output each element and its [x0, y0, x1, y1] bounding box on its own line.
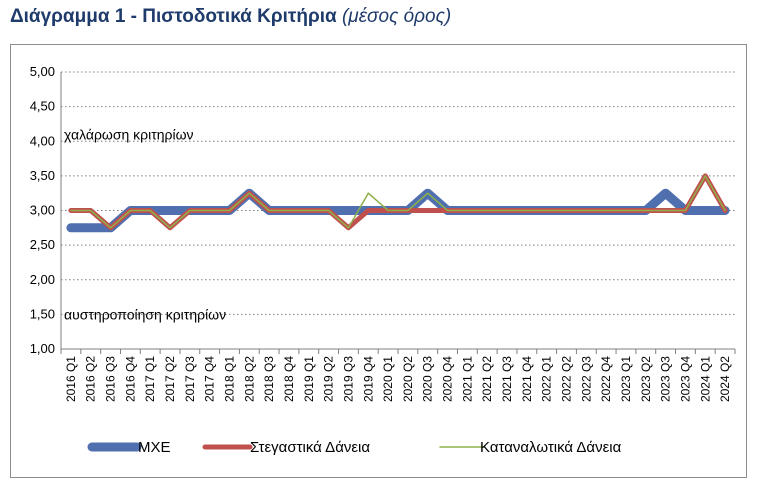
y-tick-label: 2,50	[30, 237, 55, 252]
x-tick-label: 2018 Q4	[282, 356, 296, 402]
x-tick-label: 2021 Q2	[480, 356, 494, 402]
x-tick-label: 2020 Q2	[401, 356, 415, 402]
y-tick-label: 1,00	[30, 341, 55, 356]
chart-title-sub: (μέσος όρος)	[341, 6, 452, 27]
y-tick-label: 4,50	[30, 99, 55, 114]
series-line-1	[68, 173, 728, 231]
x-tick-label: 2016 Q4	[123, 356, 137, 402]
x-tick-label: 2016 Q3	[104, 356, 118, 402]
x-tick-label: 2016 Q2	[84, 356, 98, 402]
x-tick-label: 2023 Q3	[659, 356, 673, 402]
x-tick-label: 2020 Q3	[421, 356, 435, 402]
x-tick-label: 2019 Q4	[361, 356, 375, 402]
x-tick-label: 2018 Q1	[223, 356, 237, 402]
x-tick-label: 2019 Q1	[302, 356, 316, 402]
x-tick-label: 2018 Q3	[262, 356, 276, 402]
legend-label-1: Στεγαστικά Δάνεια	[250, 439, 370, 456]
chart-title-main: Διάγραμμα 1 - Πιστοδοτικά Κριτήρια	[10, 6, 337, 27]
x-tick-label: 2019 Q3	[341, 356, 355, 402]
x-tick-label: 2017 Q3	[183, 356, 197, 402]
y-tick-label: 4,00	[30, 133, 55, 148]
x-tick-label: 2016 Q1	[64, 356, 78, 402]
annotation-label: χαλάρωση κριτηρίων	[64, 126, 194, 142]
x-tick-label: 2022 Q3	[579, 356, 593, 402]
x-axis-ticks: 2016 Q1 2016 Q2 2016 Q3 2016 Q4 2017 Q1 2017 …	[60, 349, 736, 402]
x-tick-label: 2021 Q4	[520, 356, 534, 402]
x-tick-label: 2021 Q1	[460, 356, 474, 402]
x-tick-label: 2021 Q3	[500, 356, 514, 402]
x-tick-label: 2022 Q2	[560, 356, 574, 402]
x-tick-label: 2017 Q2	[163, 356, 177, 402]
y-tick-label: 3,50	[30, 168, 55, 183]
x-tick-label: 2020 Q1	[381, 356, 395, 402]
x-tick-label: 2020 Q4	[441, 356, 455, 402]
y-tick-label: 5,00	[30, 64, 55, 79]
x-tick-label: 2023 Q1	[619, 356, 633, 402]
y-tick-label: 1,50	[30, 306, 55, 321]
x-tick-label: 2019 Q2	[322, 356, 336, 402]
chart-frame	[10, 44, 747, 478]
y-tick-label: 3,00	[30, 203, 55, 218]
series-line-2	[70, 175, 726, 229]
legend-label-0: ΜΧΕ	[138, 439, 171, 456]
y-tick-label: 2,00	[30, 272, 55, 287]
legend-label-2: Καταναλωτικά Δάνεια	[480, 439, 622, 456]
x-tick-label: 2023 Q2	[639, 356, 653, 402]
x-tick-label: 2017 Q4	[203, 356, 217, 402]
chart-title: Διάγραμμα 1 - Πιστοδοτικά Κριτήρια (μέσο…	[10, 6, 451, 28]
x-tick-label: 2022 Q4	[599, 356, 613, 402]
annotations: χαλάρωση κριτηρίων αυστηροποίηση κριτηρίω…	[64, 126, 226, 322]
x-tick-label: 2018 Q2	[242, 356, 256, 402]
x-tick-label: 2023 Q4	[678, 356, 692, 402]
x-tick-label: 2022 Q1	[540, 356, 554, 402]
y-axis-ticks: 1,00 1,50 2,00 2,50 3,00 3,50 4,00 4,50 5,00	[30, 64, 55, 356]
annotation-label: αυστηροποίηση κριτηρίων	[64, 306, 226, 322]
series-lines	[66, 173, 730, 233]
x-tick-label: 2017 Q1	[143, 356, 157, 402]
legend: ΜΧΕ Στεγαστικά Δάνεια Καταναλωτικά Δάνεια	[87, 439, 622, 456]
x-tick-label: 2024 Q1	[698, 356, 712, 402]
x-tick-label: 2024 Q2	[718, 356, 732, 402]
